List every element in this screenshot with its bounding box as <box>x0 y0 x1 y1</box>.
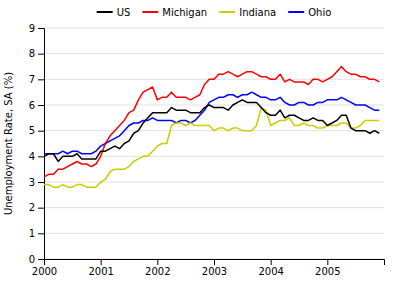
x-tick-label: 2004 <box>258 266 283 277</box>
x-tick-mark <box>271 259 272 265</box>
y-tick-mark <box>38 105 44 106</box>
x-tick-mark <box>101 259 102 265</box>
chart: 2000 2001 2002 2003 2004 2005 0 1 2 3 4 5 6 7 8 9 Unempl… <box>0 0 400 283</box>
legend-item: Michigan <box>142 7 207 18</box>
series-line <box>44 100 379 162</box>
x-axis: 2000 2001 2002 2003 2004 2005 <box>32 259 385 277</box>
y-tick-mark <box>38 156 44 157</box>
legend-swatch <box>97 11 113 13</box>
legend-swatch <box>219 11 235 13</box>
y-tick-mark <box>38 182 44 183</box>
y-tick-label: 7 <box>29 74 35 85</box>
y-axis-title: Unemployment Rate, SA (%) <box>3 72 14 215</box>
grid <box>44 28 384 259</box>
x-tick-label: 2005 <box>315 266 340 277</box>
y-tick: 0 <box>29 254 44 265</box>
y-tick-label: 6 <box>29 100 35 111</box>
y-tick: 5 <box>29 125 44 136</box>
y-tick-mark <box>38 131 44 132</box>
legend-label: US <box>117 7 131 18</box>
legend-swatch <box>142 11 158 13</box>
x-tick-label: 2002 <box>145 266 170 277</box>
y-tick-label: 0 <box>29 254 35 265</box>
x-tick-mark <box>327 259 328 265</box>
x-tick-label: 2003 <box>202 266 227 277</box>
grid-line <box>44 53 384 54</box>
x-axis-line <box>45 260 385 266</box>
legend-item: Ohio <box>288 7 331 18</box>
y-tick-mark <box>38 259 44 260</box>
y-tick-label: 1 <box>29 228 35 239</box>
x-tick-mark <box>214 259 215 265</box>
y-tick: 1 <box>29 228 44 239</box>
grid-line <box>44 182 384 183</box>
x-tick: 2001 <box>88 259 113 277</box>
x-tick-label: 2000 <box>32 266 57 277</box>
legend-label: Indiana <box>239 7 276 18</box>
x-tick: 2000 <box>32 259 57 277</box>
grid-line <box>44 156 384 157</box>
y-tick: 6 <box>29 100 44 111</box>
y-axis-line <box>38 29 45 260</box>
y-axis: 0 1 2 3 4 5 6 7 8 9 <box>29 23 45 265</box>
grid-line <box>44 105 384 106</box>
legend-item: Indiana <box>219 7 276 18</box>
x-tick: 2004 <box>258 259 283 277</box>
series-line <box>44 108 379 188</box>
y-tick-label: 4 <box>29 151 35 162</box>
y-tick-mark <box>38 28 44 29</box>
y-tick-label: 8 <box>29 48 35 59</box>
y-tick-mark <box>38 79 44 80</box>
series-line <box>44 67 379 177</box>
x-tick: 2002 <box>145 259 170 277</box>
plot-area <box>44 67 379 188</box>
x-tick: 2003 <box>202 259 227 277</box>
y-tick: 7 <box>29 74 44 85</box>
grid-line <box>44 233 384 234</box>
y-tick-mark <box>38 233 44 234</box>
y-tick-label: 9 <box>29 23 35 34</box>
legend: US Michigan Indiana Ohio <box>97 7 332 18</box>
x-tick: 2005 <box>315 259 340 277</box>
x-tick-mark <box>157 259 158 265</box>
series-line <box>44 92 379 154</box>
y-tick: 3 <box>29 177 44 188</box>
y-tick-label: 2 <box>29 202 35 213</box>
y-tick: 9 <box>29 23 44 34</box>
x-tick-label: 2001 <box>88 266 113 277</box>
grid-line <box>44 207 384 208</box>
y-tick-label: 3 <box>29 177 35 188</box>
y-tick-label: 5 <box>29 125 35 136</box>
legend-swatch <box>288 11 304 13</box>
grid-line <box>44 28 384 29</box>
y-tick: 4 <box>29 151 44 162</box>
legend-label: Michigan <box>162 7 207 18</box>
y-tick-mark <box>38 208 44 209</box>
legend-label: Ohio <box>308 7 331 18</box>
y-tick-mark <box>38 54 44 55</box>
y-tick: 8 <box>29 48 44 59</box>
legend-item: US <box>97 7 131 18</box>
y-tick: 2 <box>29 202 44 213</box>
